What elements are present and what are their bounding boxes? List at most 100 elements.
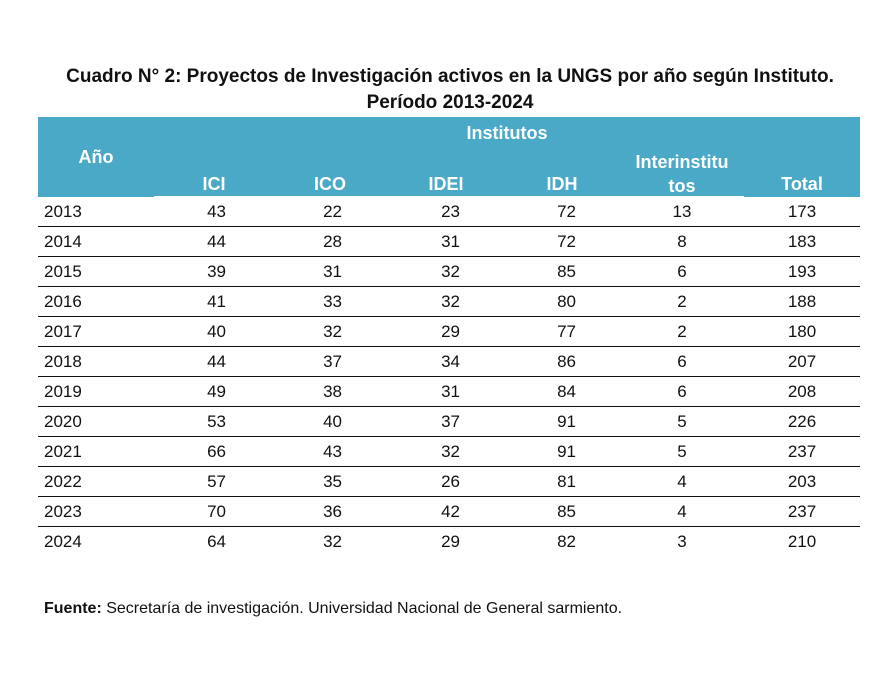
cell-idei: 32	[441, 292, 460, 311]
table-row: 2013 43 22 23 72 13 173	[38, 197, 860, 227]
cell-interinstitutos: 8	[677, 232, 687, 251]
data-table: Año Institutos ICI ICO IDEI IDH Interins…	[38, 117, 860, 556]
cell-total: 208	[787, 382, 817, 401]
table-row: 2014 44 28 31 72 8 183	[38, 227, 860, 257]
table-title: Cuadro N° 2: Proyectos de Investigación …	[66, 66, 834, 113]
table-header: Año Institutos ICI ICO IDEI IDH Interins…	[38, 117, 860, 197]
cell-ici: 49	[207, 382, 226, 401]
cell-total: 237	[787, 502, 817, 521]
cell-year: 2020	[44, 412, 82, 431]
cell-ici: 57	[207, 472, 226, 491]
table-row: 2020 53 40 37 91 5 226	[38, 407, 860, 437]
source-label: Fuente:	[44, 600, 102, 617]
cell-ici: 44	[207, 232, 226, 251]
table-row: 2023 70 36 42 85 4 237	[38, 497, 860, 527]
header-ici: ICI	[202, 174, 226, 194]
cell-year: 2024	[44, 532, 82, 551]
cell-total: 183	[787, 232, 817, 251]
cell-interinstitutos: 4	[677, 502, 687, 521]
cell-total: 207	[787, 352, 817, 371]
cell-interinstitutos: 6	[677, 262, 687, 281]
table-row: 2016 41 33 32 80 2 188	[38, 287, 860, 317]
table-row: 2015 39 31 32 85 6 193	[38, 257, 860, 287]
cell-year: 2016	[44, 292, 82, 311]
header-idh: IDH	[546, 174, 578, 194]
cell-idh: 80	[557, 292, 576, 311]
cell-idh: 91	[557, 412, 576, 431]
cell-total: 226	[787, 412, 817, 431]
header-ico: ICO	[313, 174, 346, 194]
cell-interinstitutos: 2	[677, 292, 687, 311]
cell-interinstitutos: 4	[677, 472, 687, 491]
cell-ico: 36	[323, 502, 342, 521]
cell-interinstitutos: 6	[677, 352, 687, 371]
cell-ico: 22	[323, 202, 342, 221]
cell-total: 173	[787, 202, 817, 221]
header-interinstitutos: Interinstitu tos	[620, 150, 744, 198]
cell-ici: 64	[207, 532, 226, 551]
cell-year: 2023	[44, 502, 82, 521]
cell-ici: 53	[207, 412, 226, 431]
header-total: Total	[781, 174, 823, 194]
table-row: 2024 64 32 29 82 3 210	[38, 527, 860, 556]
cell-year: 2017	[44, 322, 82, 341]
cell-idei: 23	[441, 202, 460, 221]
header-inter-line2: tos	[668, 176, 696, 196]
cell-ico: 38	[323, 382, 342, 401]
cell-year: 2022	[44, 472, 82, 491]
cell-idh: 86	[557, 352, 576, 371]
cell-idh: 82	[557, 532, 576, 551]
cell-ico: 32	[323, 532, 342, 551]
cell-ici: 41	[207, 292, 226, 311]
table-body: 2013 43 22 23 72 13 173 2014 44 28 31 72 8 183 2015 39 3…	[38, 197, 860, 556]
cell-ico: 35	[323, 472, 342, 491]
cell-interinstitutos: 3	[677, 532, 687, 551]
header-divider	[154, 196, 744, 197]
cell-ici: 66	[207, 442, 226, 461]
cell-ico: 32	[323, 322, 342, 341]
cell-year: 2015	[44, 262, 82, 281]
cell-idh: 84	[557, 382, 576, 401]
cell-idh: 72	[557, 202, 576, 221]
cell-idei: 32	[441, 442, 460, 461]
cell-idh: 91	[557, 442, 576, 461]
cell-idei: 37	[441, 412, 460, 431]
cell-total: 237	[787, 442, 817, 461]
cell-idei: 31	[441, 382, 460, 401]
header-idei: IDEI	[428, 174, 464, 194]
source-text: Secretaría de investigación. Universidad…	[101, 600, 623, 617]
cell-interinstitutos: 6	[677, 382, 687, 401]
cell-ici: 39	[207, 262, 226, 281]
cell-ici: 70	[207, 502, 226, 521]
cell-year: 2014	[44, 232, 82, 251]
cell-year: 2021	[44, 442, 82, 461]
cell-total: 210	[787, 532, 817, 551]
cell-ico: 37	[323, 352, 342, 371]
table-row: 2018 44 37 34 86 6 207	[38, 347, 860, 377]
cell-ico: 40	[323, 412, 342, 431]
cell-idh: 81	[557, 472, 576, 491]
cell-year: 2013	[44, 202, 82, 221]
cell-idei: 42	[441, 502, 460, 521]
cell-ico: 31	[323, 262, 342, 281]
header-institutos: Institutos	[466, 123, 548, 143]
header-year: Año	[78, 147, 114, 167]
cell-total: 203	[787, 472, 817, 491]
cell-idh: 77	[557, 322, 576, 341]
cell-ici: 40	[207, 322, 226, 341]
cell-ico: 33	[323, 292, 342, 311]
cell-ici: 43	[207, 202, 226, 221]
cell-year: 2019	[44, 382, 82, 401]
cell-interinstitutos: 5	[677, 442, 687, 461]
cell-total: 180	[787, 322, 817, 341]
cell-idei: 29	[441, 532, 460, 551]
cell-ico: 28	[323, 232, 342, 251]
cell-year: 2018	[44, 352, 82, 371]
table-row: 2017 40 32 29 77 2 180	[38, 317, 860, 347]
cell-ici: 44	[207, 352, 226, 371]
cell-total: 188	[787, 292, 817, 311]
cell-idh: 85	[557, 262, 576, 281]
table-row: 2022 57 35 26 81 4 203	[38, 467, 860, 497]
source-note: Fuente: Secretaría de investigación. Uni…	[44, 600, 844, 618]
cell-interinstitutos: 5	[677, 412, 687, 431]
